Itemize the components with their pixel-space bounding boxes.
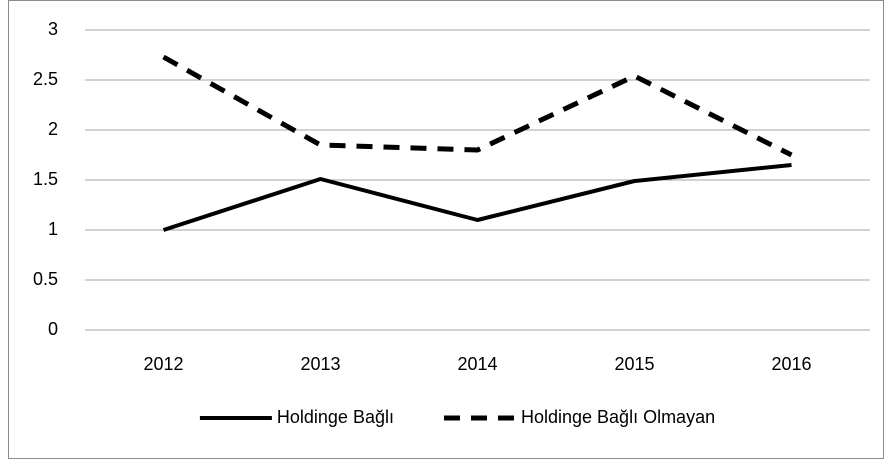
legend-label: Holdinge Bağlı Olmayan [521,407,715,427]
x-tick-label: 2012 [143,354,183,374]
x-tick-label: 2016 [771,354,811,374]
y-tick-label: 0 [48,319,58,339]
y-tick-label: 2 [48,119,58,139]
x-tick-label: 2014 [457,354,497,374]
legend-label: Holdinge Bağlı [277,407,394,427]
y-tick-label: 1 [48,219,58,239]
x-tick-label: 2013 [300,354,340,374]
y-tick-label: 1.5 [33,169,58,189]
x-tick-label: 2015 [614,354,654,374]
y-tick-label: 3 [48,19,58,39]
series-line [162,54,793,158]
series-line [162,163,792,232]
y-tick-label: 0.5 [33,269,58,289]
y-tick-label: 2.5 [33,69,58,89]
